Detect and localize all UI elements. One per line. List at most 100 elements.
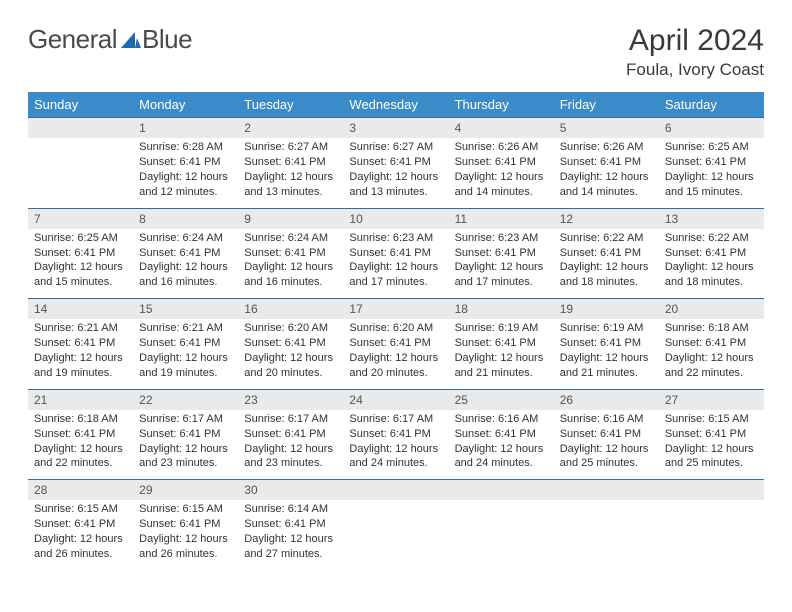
- day-number: 12: [554, 208, 659, 229]
- day-number: 6: [659, 118, 764, 139]
- sunrise-text: Sunrise: 6:19 AM: [455, 321, 548, 336]
- daylight-text: Daylight: 12 hours and 27 minutes.: [244, 532, 337, 562]
- week-daynum-row: 21222324252627: [28, 389, 764, 410]
- sunrise-text: Sunrise: 6:26 AM: [560, 140, 653, 155]
- sunset-text: Sunset: 6:41 PM: [349, 336, 442, 351]
- day-number: [449, 480, 554, 501]
- sunset-text: Sunset: 6:41 PM: [349, 155, 442, 170]
- sunrise-text: Sunrise: 6:15 AM: [34, 502, 127, 517]
- sunrise-text: Sunrise: 6:15 AM: [139, 502, 232, 517]
- daylight-text: Daylight: 12 hours and 16 minutes.: [244, 260, 337, 290]
- week-daynum-row: 123456: [28, 118, 764, 139]
- day-number: 15: [133, 299, 238, 320]
- day-cell: Sunrise: 6:22 AMSunset: 6:41 PMDaylight:…: [659, 229, 764, 299]
- title-block: April 2024 Foula, Ivory Coast: [626, 24, 764, 80]
- day-cell: Sunrise: 6:16 AMSunset: 6:41 PMDaylight:…: [449, 410, 554, 480]
- sunset-text: Sunset: 6:41 PM: [139, 336, 232, 351]
- sunrise-text: Sunrise: 6:17 AM: [139, 412, 232, 427]
- col-monday: Monday: [133, 92, 238, 118]
- day-cell: [28, 138, 133, 208]
- day-number: 8: [133, 208, 238, 229]
- day-cell: Sunrise: 6:20 AMSunset: 6:41 PMDaylight:…: [238, 319, 343, 389]
- day-cell: Sunrise: 6:18 AMSunset: 6:41 PMDaylight:…: [659, 319, 764, 389]
- day-cell: Sunrise: 6:19 AMSunset: 6:41 PMDaylight:…: [554, 319, 659, 389]
- day-cell: Sunrise: 6:21 AMSunset: 6:41 PMDaylight:…: [133, 319, 238, 389]
- month-title: April 2024: [626, 24, 764, 58]
- day-number: 23: [238, 389, 343, 410]
- daylight-text: Daylight: 12 hours and 24 minutes.: [349, 442, 442, 472]
- daylight-text: Daylight: 12 hours and 16 minutes.: [139, 260, 232, 290]
- brand-sail-icon: [119, 30, 141, 50]
- day-cell: Sunrise: 6:27 AMSunset: 6:41 PMDaylight:…: [238, 138, 343, 208]
- sunset-text: Sunset: 6:41 PM: [34, 517, 127, 532]
- day-number: 16: [238, 299, 343, 320]
- week-daynum-row: 282930: [28, 480, 764, 501]
- col-wednesday: Wednesday: [343, 92, 448, 118]
- sunset-text: Sunset: 6:41 PM: [139, 246, 232, 261]
- day-cell: Sunrise: 6:18 AMSunset: 6:41 PMDaylight:…: [28, 410, 133, 480]
- day-cell: Sunrise: 6:27 AMSunset: 6:41 PMDaylight:…: [343, 138, 448, 208]
- sunset-text: Sunset: 6:41 PM: [34, 336, 127, 351]
- sunset-text: Sunset: 6:41 PM: [244, 155, 337, 170]
- sunset-text: Sunset: 6:41 PM: [560, 336, 653, 351]
- daylight-text: Daylight: 12 hours and 14 minutes.: [560, 170, 653, 200]
- daylight-text: Daylight: 12 hours and 26 minutes.: [34, 532, 127, 562]
- sunset-text: Sunset: 6:41 PM: [34, 246, 127, 261]
- day-cell: [659, 500, 764, 569]
- day-number: 7: [28, 208, 133, 229]
- sunrise-text: Sunrise: 6:18 AM: [34, 412, 127, 427]
- day-cell: Sunrise: 6:22 AMSunset: 6:41 PMDaylight:…: [554, 229, 659, 299]
- sunrise-text: Sunrise: 6:19 AM: [560, 321, 653, 336]
- day-number: 14: [28, 299, 133, 320]
- day-number: [659, 480, 764, 501]
- day-number: 27: [659, 389, 764, 410]
- sunset-text: Sunset: 6:41 PM: [455, 336, 548, 351]
- sunrise-text: Sunrise: 6:25 AM: [665, 140, 758, 155]
- brand-text-1: General: [28, 24, 117, 55]
- sunrise-text: Sunrise: 6:18 AM: [665, 321, 758, 336]
- day-number: [554, 480, 659, 501]
- sunset-text: Sunset: 6:41 PM: [665, 336, 758, 351]
- daylight-text: Daylight: 12 hours and 25 minutes.: [665, 442, 758, 472]
- sunset-text: Sunset: 6:41 PM: [455, 155, 548, 170]
- daylight-text: Daylight: 12 hours and 15 minutes.: [34, 260, 127, 290]
- day-cell: Sunrise: 6:17 AMSunset: 6:41 PMDaylight:…: [238, 410, 343, 480]
- sunset-text: Sunset: 6:41 PM: [139, 155, 232, 170]
- day-number: 28: [28, 480, 133, 501]
- day-number: 24: [343, 389, 448, 410]
- daylight-text: Daylight: 12 hours and 13 minutes.: [244, 170, 337, 200]
- sunrise-text: Sunrise: 6:28 AM: [139, 140, 232, 155]
- day-number: 20: [659, 299, 764, 320]
- daylight-text: Daylight: 12 hours and 17 minutes.: [455, 260, 548, 290]
- sunset-text: Sunset: 6:41 PM: [139, 427, 232, 442]
- sunset-text: Sunset: 6:41 PM: [349, 246, 442, 261]
- day-cell: Sunrise: 6:15 AMSunset: 6:41 PMDaylight:…: [133, 500, 238, 569]
- daylight-text: Daylight: 12 hours and 21 minutes.: [560, 351, 653, 381]
- week-info-row: Sunrise: 6:18 AMSunset: 6:41 PMDaylight:…: [28, 410, 764, 480]
- week-daynum-row: 14151617181920: [28, 299, 764, 320]
- day-cell: [554, 500, 659, 569]
- day-number: 18: [449, 299, 554, 320]
- sunset-text: Sunset: 6:41 PM: [560, 427, 653, 442]
- day-cell: Sunrise: 6:20 AMSunset: 6:41 PMDaylight:…: [343, 319, 448, 389]
- brand-logo: General Blue: [28, 24, 192, 55]
- daylight-text: Daylight: 12 hours and 18 minutes.: [665, 260, 758, 290]
- sunset-text: Sunset: 6:41 PM: [665, 155, 758, 170]
- sunrise-text: Sunrise: 6:23 AM: [349, 231, 442, 246]
- daylight-text: Daylight: 12 hours and 17 minutes.: [349, 260, 442, 290]
- week-daynum-row: 78910111213: [28, 208, 764, 229]
- sunrise-text: Sunrise: 6:26 AM: [455, 140, 548, 155]
- col-saturday: Saturday: [659, 92, 764, 118]
- daylight-text: Daylight: 12 hours and 19 minutes.: [139, 351, 232, 381]
- header: General Blue April 2024 Foula, Ivory Coa…: [28, 24, 764, 80]
- daylight-text: Daylight: 12 hours and 25 minutes.: [560, 442, 653, 472]
- day-number: 29: [133, 480, 238, 501]
- day-cell: Sunrise: 6:15 AMSunset: 6:41 PMDaylight:…: [659, 410, 764, 480]
- day-cell: Sunrise: 6:17 AMSunset: 6:41 PMDaylight:…: [133, 410, 238, 480]
- sunrise-text: Sunrise: 6:14 AM: [244, 502, 337, 517]
- daylight-text: Daylight: 12 hours and 12 minutes.: [139, 170, 232, 200]
- daylight-text: Daylight: 12 hours and 19 minutes.: [34, 351, 127, 381]
- daylight-text: Daylight: 12 hours and 22 minutes.: [665, 351, 758, 381]
- sunrise-text: Sunrise: 6:27 AM: [349, 140, 442, 155]
- day-number: 4: [449, 118, 554, 139]
